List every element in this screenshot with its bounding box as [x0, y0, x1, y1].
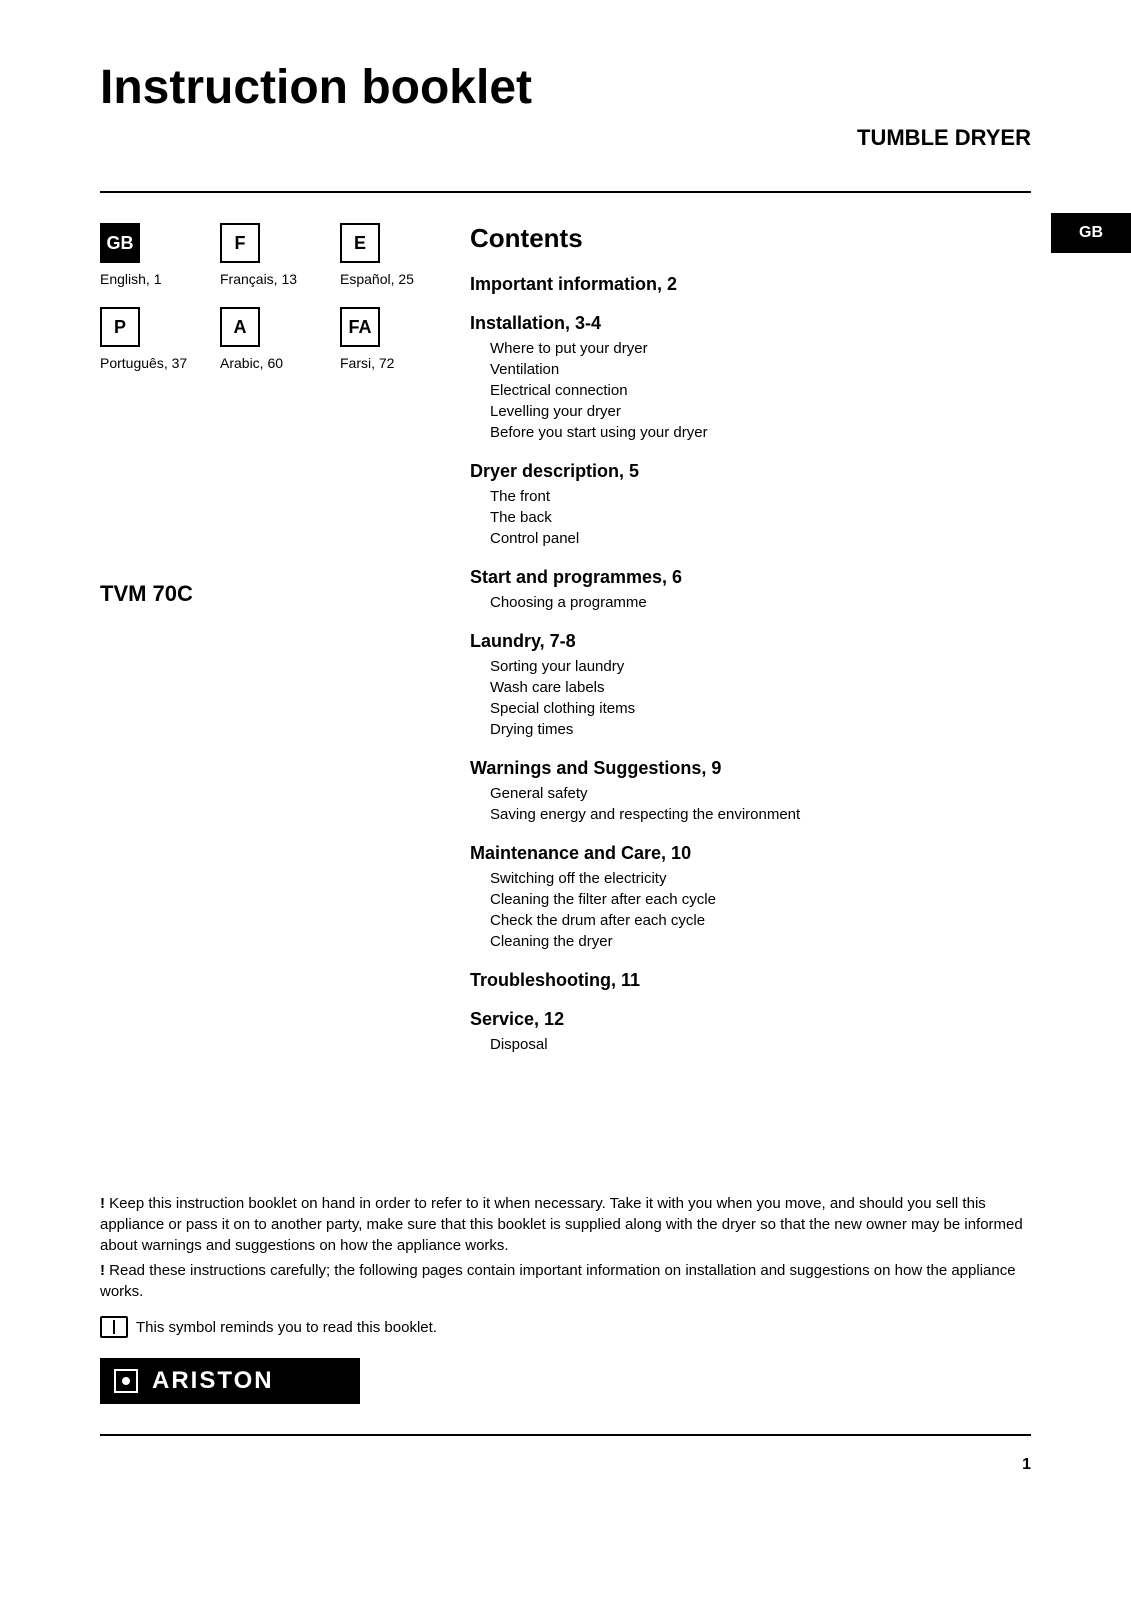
contents-sections: Important information, 2 Installation, 3-…	[470, 274, 1031, 1055]
language-label: Farsi, 72	[340, 355, 430, 371]
language-label: Español, 25	[340, 271, 430, 287]
book-icon	[100, 1316, 128, 1338]
section-items: Where to put your dryerVentilationElectr…	[470, 338, 1031, 443]
warning-text-1: Keep this instruction booklet on hand in…	[100, 1195, 1023, 1254]
warning-line-1: ! Keep this instruction booklet on hand …	[100, 1193, 1031, 1256]
contents-section: Warnings and Suggestions, 9 General safet…	[470, 758, 1031, 825]
section-item: Electrical connection	[490, 380, 1031, 401]
notices: ! Keep this instruction booklet on hand …	[100, 1193, 1031, 1404]
language-cell: F Français, 13	[220, 223, 310, 287]
contents-section: Installation, 3-4 Where to put your dryer…	[470, 313, 1031, 443]
side-tab: GB	[1051, 213, 1131, 253]
right-column: GB Contents Important information, 2Inst…	[470, 223, 1031, 1073]
section-item: Control panel	[490, 528, 1031, 549]
language-code: E	[340, 223, 380, 263]
section-item: Check the drum after each cycle	[490, 910, 1031, 931]
section-item: Switching off the electricity	[490, 868, 1031, 889]
book-symbol-text: This symbol reminds you to read this boo…	[136, 1317, 437, 1338]
section-items: General safetySaving energy and respecti…	[470, 783, 1031, 825]
warning-text-2: Read these instructions carefully; the f…	[100, 1262, 1016, 1300]
language-cell: A Arabic, 60	[220, 307, 310, 371]
section-item: Before you start using your dryer	[490, 422, 1031, 443]
section-item: Cleaning the filter after each cycle	[490, 889, 1031, 910]
section-items: The frontThe backControl panel	[470, 486, 1031, 549]
section-items: Disposal	[470, 1034, 1031, 1055]
section-title: Laundry, 7-8	[470, 631, 1031, 652]
contents-section: Important information, 2	[470, 274, 1031, 295]
language-grid: GB English, 1 F Français, 13 E Español, 25 P Po…	[100, 223, 430, 371]
contents-section: Dryer description, 5 The frontThe backCon…	[470, 461, 1031, 549]
section-item: Sorting your laundry	[490, 656, 1031, 677]
contents-section: Service, 12 Disposal	[470, 1009, 1031, 1055]
section-item: Disposal	[490, 1034, 1031, 1055]
section-item: The front	[490, 486, 1031, 507]
section-item: General safety	[490, 783, 1031, 804]
language-code: GB	[100, 223, 140, 263]
contents-section: Troubleshooting, 11	[470, 970, 1031, 991]
two-column-layout: GB English, 1 F Français, 13 E Español, 25 P Po…	[100, 223, 1031, 1073]
section-item: Choosing a programme	[490, 592, 1031, 613]
contents-heading: Contents	[470, 223, 1031, 254]
divider-top	[100, 191, 1031, 193]
section-item: Special clothing items	[490, 698, 1031, 719]
section-title: Troubleshooting, 11	[470, 970, 1031, 991]
brand-name: ARISTON	[152, 1364, 274, 1398]
language-label: Français, 13	[220, 271, 310, 287]
language-code: A	[220, 307, 260, 347]
section-items: Choosing a programme	[470, 592, 1031, 613]
main-title: Instruction booklet	[100, 60, 1031, 115]
language-code: F	[220, 223, 260, 263]
section-item: Wash care labels	[490, 677, 1031, 698]
section-items: Sorting your laundryWash care labelsSpec…	[470, 656, 1031, 740]
section-title: Start and programmes, 6	[470, 567, 1031, 588]
language-cell: FA Farsi, 72	[340, 307, 430, 371]
page-number: 1	[100, 1456, 1031, 1474]
warning-line-2: ! Read these instructions carefully; the…	[100, 1260, 1031, 1302]
section-item: Cleaning the dryer	[490, 931, 1031, 952]
contents-section: Laundry, 7-8 Sorting your laundryWash car…	[470, 631, 1031, 740]
language-cell: E Español, 25	[340, 223, 430, 287]
section-items: Switching off the electricityCleaning th…	[470, 868, 1031, 952]
section-title: Maintenance and Care, 10	[470, 843, 1031, 864]
language-cell: P Português, 37	[100, 307, 190, 371]
left-column: GB English, 1 F Français, 13 E Español, 25 P Po…	[100, 223, 430, 1073]
section-item: The back	[490, 507, 1031, 528]
language-label: English, 1	[100, 271, 190, 287]
language-code: P	[100, 307, 140, 347]
section-title: Important information, 2	[470, 274, 1031, 295]
section-title: Warnings and Suggestions, 9	[470, 758, 1031, 779]
model-number: TVM 70C	[100, 581, 430, 607]
section-item: Where to put your dryer	[490, 338, 1031, 359]
language-label: Arabic, 60	[220, 355, 310, 371]
section-title: Dryer description, 5	[470, 461, 1031, 482]
contents-section: Start and programmes, 6 Choosing a progra…	[470, 567, 1031, 613]
section-title: Service, 12	[470, 1009, 1031, 1030]
brand-bar: ARISTON	[100, 1358, 360, 1404]
product-type: TUMBLE DRYER	[100, 125, 1031, 151]
brand-logo-icon	[114, 1369, 138, 1393]
section-item: Saving energy and respecting the environ…	[490, 804, 1031, 825]
book-symbol-line: This symbol reminds you to read this boo…	[100, 1316, 1031, 1338]
divider-bottom	[100, 1434, 1031, 1436]
section-item: Levelling your dryer	[490, 401, 1031, 422]
section-item: Drying times	[490, 719, 1031, 740]
language-label: Português, 37	[100, 355, 190, 371]
language-code: FA	[340, 307, 380, 347]
language-cell: GB English, 1	[100, 223, 190, 287]
contents-section: Maintenance and Care, 10 Switching off th…	[470, 843, 1031, 952]
section-item: Ventilation	[490, 359, 1031, 380]
title-block: Instruction booklet TUMBLE DRYER	[100, 60, 1031, 151]
page: Instruction booklet TUMBLE DRYER GB Engli…	[0, 0, 1131, 1514]
section-title: Installation, 3-4	[470, 313, 1031, 334]
